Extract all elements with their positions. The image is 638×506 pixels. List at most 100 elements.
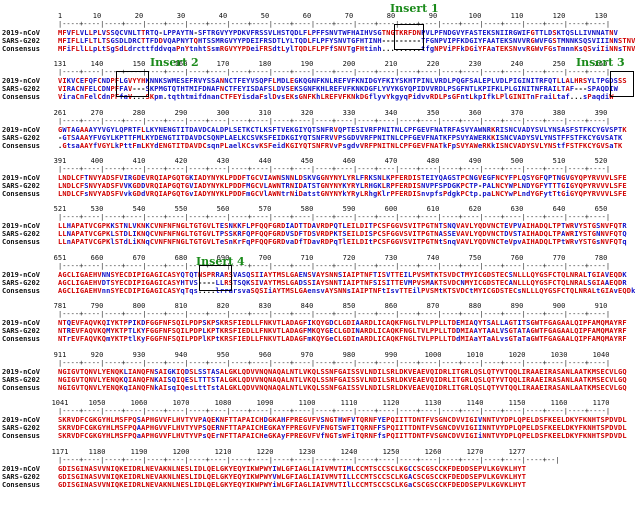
position-number: 820 <box>216 302 230 310</box>
position-number: 800 <box>132 302 146 310</box>
position-number: 1010 <box>466 351 484 359</box>
sequence-row-seq1: 2019-nCoV GDISGINASVVNIQKEIDRLNEVAKNLNESL… <box>2 465 638 473</box>
position-number: 550 <box>174 205 188 213</box>
sequence-label: 2019-nCoV <box>2 126 40 134</box>
position-number: 990 <box>384 351 398 359</box>
position-number: 1140 <box>466 399 484 407</box>
sequence-text: MFiFLlLLpLtSgSdLdrcttfddvqaPnYtnhtSsmRGV… <box>58 45 635 53</box>
sequence-row-seq1: 2019-nCoV NGIGVTQNVLYENQKLIANQFNSAIGKIQDS… <box>2 368 638 376</box>
position-number: 430 <box>216 157 230 165</box>
position-numbers: 131 140 150 160 170 180 190 200 210 220 230 240 250 2… <box>54 60 633 68</box>
position-number: 1050 <box>88 399 106 407</box>
sequence-label: 2019-nCoV <box>2 222 40 230</box>
sequence-text: MFIFLLFLTLTSGSDLDRCTTFDDVQAPNYTQHTSSMRGV… <box>58 37 635 45</box>
position-number: 790 <box>90 302 104 310</box>
position-number: 880 <box>468 302 482 310</box>
position-number: 680 <box>174 254 188 262</box>
sequence-text: NGIGVTQNVLYENQKLIANQFNSAIGKIQDSLSSTASALG… <box>58 368 627 376</box>
insert-label: Insert 1 <box>390 2 439 15</box>
position-numbers: 1171 1180 1190 1200 1210 1220 1230 1240 1250 1260… <box>52 448 633 456</box>
sequence-label: SARS-G202 <box>2 85 40 93</box>
position-number: 50 <box>260 12 270 20</box>
sequence-text: SKRVDFCGKGYHLMSFPQAAPHGVVFLHVTYVPSQERNFT… <box>58 424 627 432</box>
sequence-text: ViraCnFelCdnPFfaV...SKpm.tqthtmifdnanCTF… <box>58 93 614 101</box>
position-number: 650 <box>594 205 608 213</box>
sequence-text: GDISGINASVVNIQKEIDRLNEVAKNLNESLIDLQELGKY… <box>58 481 527 489</box>
sequence-text: .GtsaAAYfVGYLkPttFmLKYdENGTITDAVDCsqnPLa… <box>58 142 623 150</box>
sequence-label: Consensus <box>2 45 40 53</box>
position-number: 1040 <box>592 351 610 359</box>
sequence-label: 2019-nCoV <box>2 174 40 182</box>
position-number: 100 <box>468 12 482 20</box>
sequence-text: SKRVDFCGKGYHLMSFPQSAPHGVVFLHVTYVPAQEKNFT… <box>58 416 627 424</box>
position-number: 720 <box>342 254 356 262</box>
sequence-row-cons: Consensus NGIGVTQNVLYENQKqIANQFNkAIsqIQes… <box>2 384 638 392</box>
sequence-row-seq1: 2019-nCoV LNDLCFTNVYADSFVIRGDEVRQIAPGQTGK… <box>2 174 638 182</box>
alignment-block: 1041 1050 1060 1070 1080 1090 1100 1110 1120 1130… <box>0 399 638 457</box>
position-number: 500 <box>510 157 524 165</box>
position-number: 410 <box>132 157 146 165</box>
sequence-row-cons: Consensus LLnAPATVCGPKlSTdLiKNqCVNFNFNGLT… <box>2 238 638 246</box>
position-number: 810 <box>174 302 188 310</box>
sequence-text: NTREVFAQVKQMYKTPTLKYFGGFNFSQILPDPLKPTKRS… <box>58 327 627 335</box>
position-number: 360 <box>468 109 482 117</box>
position-numbers: 521 530 540 550 560 570 580 590 600 610 620 630 640 6… <box>54 205 633 213</box>
position-number: 600 <box>384 205 398 213</box>
position-number: 380 <box>552 109 566 117</box>
sequence-text: GWTAGAAAYYVGYLQPRTFLLKYNENGTITDAVDCALDPL… <box>58 126 627 134</box>
position-numbers: 261 270 280 290 300 310 320 330 340 350 360 370 380 3… <box>54 109 633 117</box>
position-number: 780 <box>594 254 608 262</box>
position-number: 470 <box>384 157 398 165</box>
position-number: 670 <box>132 254 146 262</box>
sequence-label: Consensus <box>2 238 40 246</box>
sequence-row-seq2: SARS-G202 SKRVDFCGKGYHLMSFPQAAPHGVVFLHVTY… <box>2 424 638 432</box>
sequence-row-cons: Consensus AGCLIGAEHVnnSYECDIPIGAGICASYqTq… <box>2 287 638 295</box>
position-ruler: |----+----|----+----|----+----|----+----… <box>58 263 611 270</box>
sequence-label: SARS-G202 <box>2 327 40 335</box>
position-number: 700 <box>258 254 272 262</box>
position-number: 1260 <box>424 448 442 456</box>
position-number: 520 <box>594 157 608 165</box>
position-number: 1060 <box>130 399 148 407</box>
sequence-text: NGIGVTQNVLYENQKQIANQFNKAISQIQESLTTTSTALG… <box>58 376 627 384</box>
alignment-block: 131 140 150 160 170 180 190 200 210 220 230 240 250 2… <box>0 60 638 118</box>
sequence-row-seq1: 2019-nCoV VIKVCEFQFCNDPFLGVYYHKNNKSWMESEF… <box>2 77 638 85</box>
position-ruler: |----+----|----+----|----+----|----+----… <box>58 360 611 367</box>
sequence-label: Consensus <box>2 287 40 295</box>
alignment-block: 911 920 930 940 950 960 970 980 990 1000 1010 1020 1… <box>0 351 638 409</box>
sequence-label: SARS-G202 <box>2 473 40 481</box>
insert-box <box>199 265 232 291</box>
position-number: 150 <box>132 60 146 68</box>
position-numbers: 781 790 800 810 820 830 840 850 860 870 880 890 900 9… <box>54 302 633 310</box>
position-number: 930 <box>132 351 146 359</box>
insert-label: Insert 4 <box>196 255 245 268</box>
sequence-row-seq2: SARS-G202 LLNAPATVCGPKLSTDLIKNQCVNFNFNGLT… <box>2 230 638 238</box>
position-number: 1170 <box>592 399 610 407</box>
position-number: 270 <box>90 109 104 117</box>
sequence-label: 2019-nCoV <box>2 271 40 279</box>
position-number: 540 <box>132 205 146 213</box>
sequence-text: VIKVCEFQFCNDPFLGVYYHKNNKSWMESEFRVYSSANNC… <box>58 77 627 85</box>
position-number: 910 <box>594 302 608 310</box>
position-ruler: |----+----|----+----|----+----|----+----… <box>58 118 611 125</box>
sequence-text: LNDLCFsNVYADSFVvkGDdVRQIAPGQTGvIADYNYKLP… <box>58 190 627 198</box>
position-numbers: 911 920 930 940 950 960 970 980 990 1000 1010 1020 1… <box>54 351 633 359</box>
sequence-text: NGIGVTQNVLYENQKqIANQFNkAIsqIQesLttTstALG… <box>58 384 627 392</box>
position-number: 630 <box>510 205 524 213</box>
sequence-label: SARS-G202 <box>2 279 40 287</box>
position-number: 970 <box>300 351 314 359</box>
position-number: 220 <box>426 60 440 68</box>
sequence-row-seq1: 2019-nCoV GWTAGAAAYYVGYLQPRTFLLKYNENGTITD… <box>2 126 638 134</box>
position-ruler: |----+----|----+----|----+----|----+----… <box>58 166 611 173</box>
alignment-block: 261 270 280 290 300 310 320 330 340 350 360 370 380 3… <box>0 109 638 167</box>
sequence-text: AGCLIGAEHVDTSYECDIPIGAGICASYHTVS----LLRS… <box>58 279 627 287</box>
sequence-label: Consensus <box>2 142 40 150</box>
sequence-label: SARS-G202 <box>2 376 40 384</box>
position-number: 340 <box>384 109 398 117</box>
position-number: 740 <box>426 254 440 262</box>
position-number: 210 <box>384 60 398 68</box>
alignment-block: 781 790 800 810 820 830 840 850 860 870 880 890 900 9… <box>0 302 638 360</box>
position-number: 240 <box>510 60 524 68</box>
sequence-row-cons: Consensus GDISGINASVVNIQKEIDRLNEVAKNLNESL… <box>2 481 638 489</box>
